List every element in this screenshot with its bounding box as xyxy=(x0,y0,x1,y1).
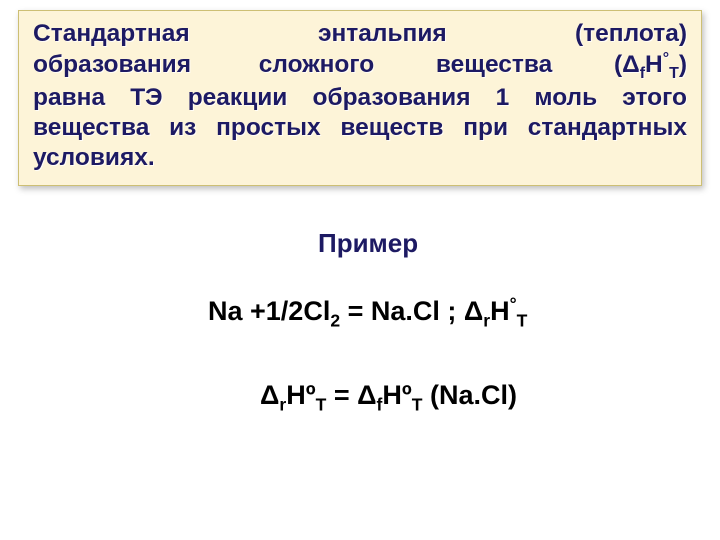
example-label: Пример xyxy=(318,228,418,259)
formula-symbol: (ΔfН°T) xyxy=(614,49,687,83)
definition-box: Стандартная энтальпия (теплота) образова… xyxy=(18,10,702,186)
txt: H xyxy=(490,296,510,326)
def-line1: Стандартная энтальпия (теплота) xyxy=(33,19,687,49)
txt: Н xyxy=(645,51,663,78)
txt: Na +1/2Cl xyxy=(208,296,330,326)
txt: (Δ xyxy=(614,51,640,78)
word: сложного xyxy=(259,50,375,80)
def-rest: равна ТЭ реакции образования 1 моль этог… xyxy=(33,83,687,173)
definition-text: Стандартная энтальпия (теплота) образова… xyxy=(33,19,687,173)
word: (теплота) xyxy=(575,19,687,49)
word: вещества xyxy=(436,50,552,80)
txt: Hº xyxy=(382,380,411,410)
formula-equality: ΔrHºT = ΔfHºT (Na.Cl) xyxy=(260,380,517,415)
txt: = Δ xyxy=(326,380,376,410)
def-line2: образования сложного вещества (ΔfН°T) xyxy=(33,49,687,83)
txt: Hº xyxy=(286,380,315,410)
txt: Δ xyxy=(260,380,279,410)
sub: 2 xyxy=(330,310,340,330)
sub: T xyxy=(316,394,327,414)
sup: ° xyxy=(510,294,517,314)
sub: T xyxy=(412,394,423,414)
txt: ) xyxy=(679,51,687,78)
sub: T xyxy=(669,65,679,82)
formula-reaction: Na +1/2Cl2 = Na.Cl ; ΔrH°T xyxy=(208,294,527,331)
txt: = Na.Cl ; Δ xyxy=(340,296,483,326)
word: Стандартная xyxy=(33,19,190,49)
txt: (Na.Cl) xyxy=(422,380,517,410)
word: энтальпия xyxy=(318,19,447,49)
sub: T xyxy=(517,310,528,330)
word: образования xyxy=(33,50,191,80)
